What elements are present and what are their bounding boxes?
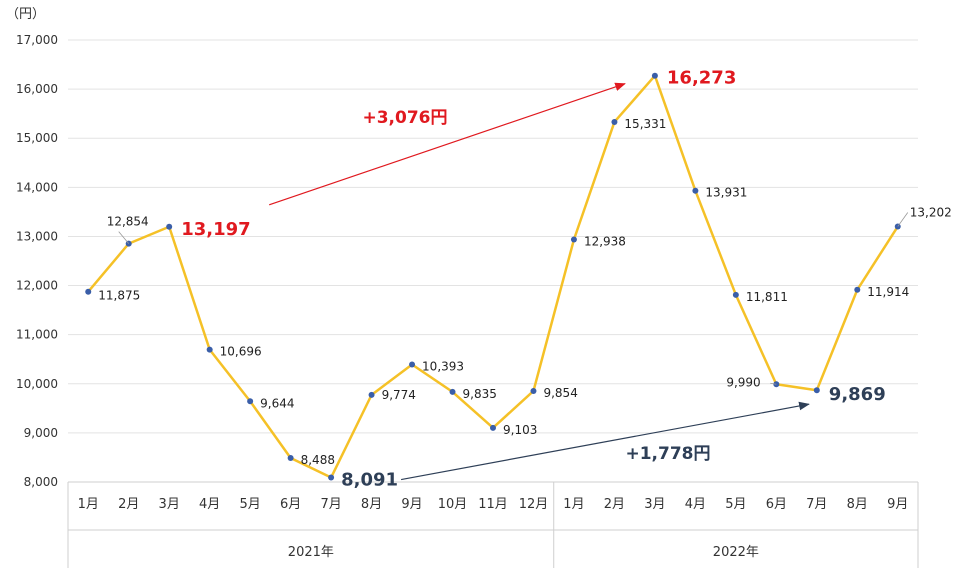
y-tick-label: 15,000 <box>16 131 58 145</box>
data-label: 13,202 <box>910 206 952 220</box>
data-label: 9,103 <box>503 423 537 437</box>
annotation-arrow <box>400 401 810 481</box>
data-label: 11,811 <box>746 290 788 304</box>
data-labels: 11,875 12,854 13,197 10,696 9,644 8,488 8,091 9… <box>98 68 952 491</box>
data-point <box>85 288 92 295</box>
x-tick-label: 9月 <box>887 497 908 512</box>
x-tick-label: 7月 <box>806 497 827 512</box>
x-tick-label: 6月 <box>766 497 787 512</box>
data-label: 9,644 <box>260 396 294 410</box>
year-label: 2021年 <box>288 545 334 560</box>
data-point <box>409 361 416 368</box>
data-point <box>611 118 618 125</box>
annotation-arrow <box>268 82 626 206</box>
y-axis-unit-label: （円） <box>6 7 45 22</box>
y-tick-label: 13,000 <box>16 229 58 243</box>
x-tick-label: 1月 <box>78 497 99 512</box>
data-point <box>368 391 375 398</box>
annotations: +3,076円 +1,778円 <box>268 82 810 481</box>
data-label: 12,854 <box>107 215 149 229</box>
label-leader-line <box>118 231 130 244</box>
data-label: 9,990 <box>726 375 760 389</box>
data-label: 8,488 <box>301 453 335 467</box>
data-point <box>206 346 213 353</box>
series-line <box>87 74 899 479</box>
y-tick-label: 17,000 <box>16 33 58 47</box>
data-point <box>692 187 699 194</box>
data-label: 13,931 <box>705 186 747 200</box>
x-tick-label: 2月 <box>604 497 625 512</box>
data-label: 9,774 <box>382 388 416 402</box>
data-label: 11,914 <box>867 285 909 299</box>
data-point <box>732 291 739 298</box>
y-tick-label: 16,000 <box>16 82 58 96</box>
x-tick-label: 7月 <box>320 497 341 512</box>
data-point <box>166 223 173 230</box>
data-point <box>651 72 658 79</box>
x-tick-label: 5月 <box>725 497 746 512</box>
data-label: 10,696 <box>220 345 262 359</box>
label-leader-line <box>897 212 909 227</box>
data-label: 15,331 <box>624 117 666 131</box>
highlight-label: 13,197 <box>181 219 250 240</box>
data-point <box>490 424 496 431</box>
data-point <box>449 388 456 395</box>
y-tick-label: 8,000 <box>24 475 58 489</box>
annotation-label: +1,778円 <box>625 444 710 464</box>
x-tick-label: 5月 <box>240 497 261 512</box>
highlight-label: 9,869 <box>829 384 886 405</box>
data-point <box>570 236 577 243</box>
data-label: 9,854 <box>543 386 577 400</box>
data-label: 10,393 <box>422 359 464 373</box>
y-axis-ticks: 8,000 9,000 10,000 11,000 12,000 13,000 14,000… <box>16 33 58 489</box>
data-point <box>247 398 254 405</box>
data-point <box>530 387 537 394</box>
y-tick-label: 12,000 <box>16 279 58 293</box>
x-tick-label: 3月 <box>159 497 180 512</box>
y-tick-label: 14,000 <box>16 180 58 194</box>
x-tick-label: 4月 <box>199 497 220 512</box>
data-label: 12,938 <box>584 234 626 248</box>
x-tick-label: 2月 <box>118 497 139 512</box>
gridlines <box>68 39 918 483</box>
x-tick-label: 3月 <box>644 497 665 512</box>
data-label: 9,835 <box>463 387 497 401</box>
y-tick-label: 9,000 <box>24 426 58 440</box>
data-point <box>328 474 335 481</box>
x-tick-label: 8月 <box>847 497 868 512</box>
y-tick-label: 11,000 <box>16 328 58 342</box>
data-point <box>813 387 820 394</box>
annotation-label: +3,076円 <box>362 108 447 128</box>
x-tick-label: 11月 <box>478 497 508 512</box>
x-tick-label: 6月 <box>280 497 301 512</box>
x-tick-label: 12月 <box>519 497 549 512</box>
y-tick-label: 10,000 <box>16 377 58 391</box>
data-label: 11,875 <box>98 289 140 303</box>
x-axis: 1月 2月 3月 4月 5月 6月 7月 8月 9月 10月 11月 12月 1月 2月 3月 4月 5月 6月 7… <box>67 481 919 568</box>
x-tick-label: 4月 <box>685 497 706 512</box>
data-point <box>287 455 294 462</box>
series-polyline <box>87 74 899 479</box>
x-tick-label: 10月 <box>438 497 468 512</box>
label-leader-line <box>770 382 777 385</box>
data-points <box>85 72 901 481</box>
highlight-label: 8,091 <box>341 470 398 491</box>
year-label: 2022年 <box>713 545 759 560</box>
x-tick-label: 9月 <box>401 497 422 512</box>
data-point <box>854 286 861 293</box>
highlight-label: 16,273 <box>667 68 736 89</box>
x-tick-label: 1月 <box>563 497 584 512</box>
x-tick-label: 8月 <box>361 497 382 512</box>
